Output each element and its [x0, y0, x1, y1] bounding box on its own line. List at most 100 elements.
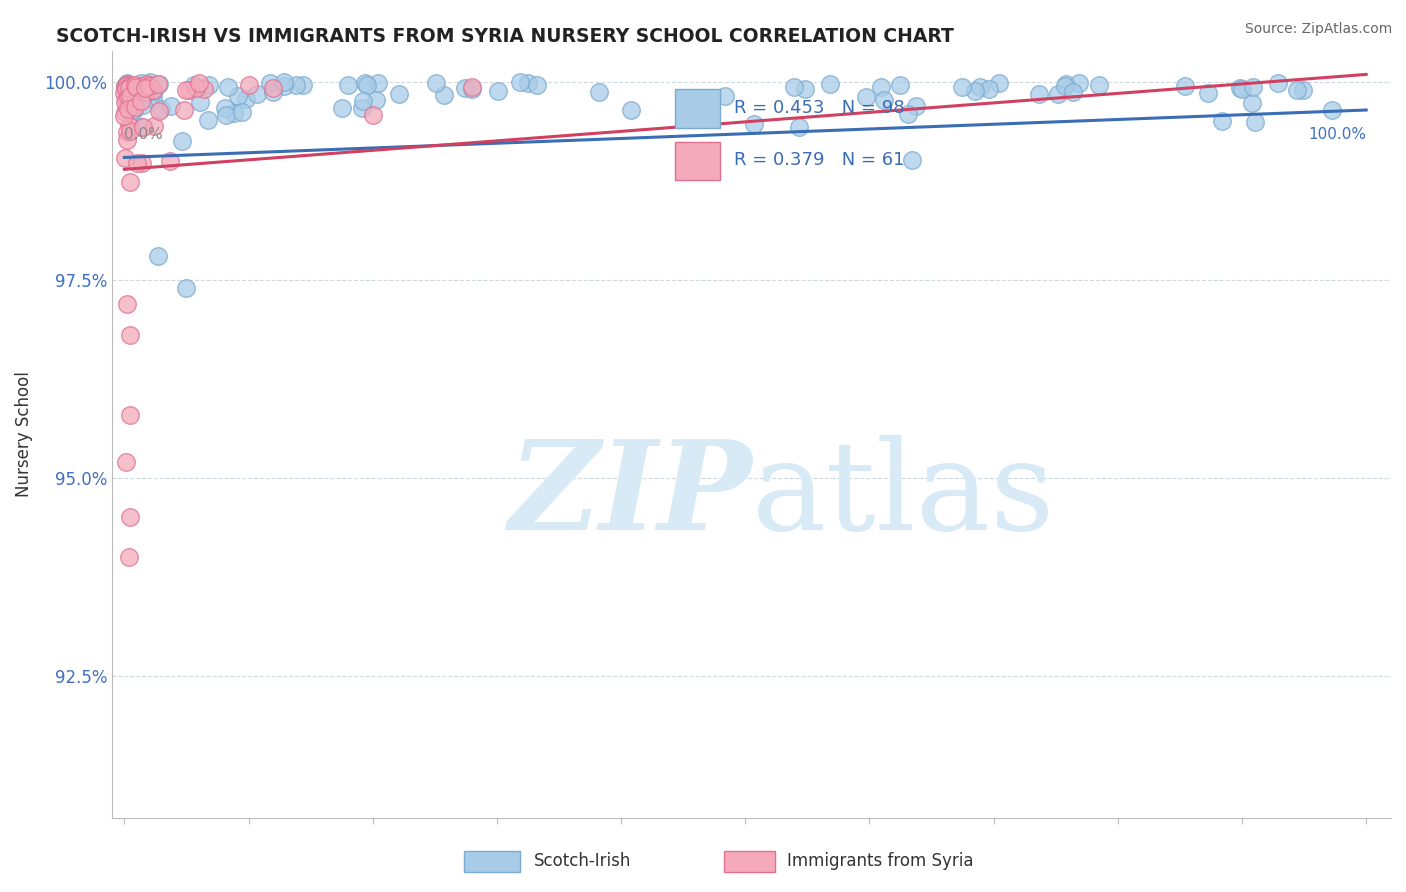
Point: [118, 549, 141, 564]
Point: [120, 510, 142, 524]
Point: [1243, 115, 1265, 129]
Point: [120, 328, 142, 343]
Point: [367, 76, 389, 90]
Point: [1053, 78, 1076, 93]
Point: [235, 92, 257, 106]
Point: [159, 99, 181, 113]
Point: [176, 281, 198, 295]
Point: [818, 77, 841, 91]
Point: [1241, 96, 1264, 111]
Point: [176, 83, 198, 97]
Point: [1285, 82, 1308, 96]
Point: [215, 108, 238, 122]
Point: [129, 78, 152, 93]
Point: [114, 109, 136, 123]
Point: [889, 78, 911, 93]
Point: [238, 78, 260, 93]
Point: [273, 78, 295, 93]
Point: [1054, 78, 1077, 92]
Point: [138, 79, 160, 94]
Point: [183, 78, 205, 93]
Point: [115, 81, 138, 95]
Point: [136, 78, 159, 92]
Point: [905, 98, 928, 112]
Point: [117, 89, 139, 103]
Point: [114, 80, 136, 95]
Point: [873, 93, 896, 107]
Point: [124, 78, 146, 92]
Point: [114, 95, 136, 109]
Point: [291, 78, 314, 92]
Text: atlas: atlas: [751, 435, 1054, 557]
Point: [115, 91, 138, 105]
Point: [1292, 83, 1315, 97]
Point: [516, 76, 538, 90]
Y-axis label: Nursery School: Nursery School: [15, 371, 32, 497]
Point: [1229, 81, 1251, 95]
Point: [120, 124, 142, 138]
Point: [433, 87, 456, 102]
Point: [118, 80, 141, 95]
Point: [620, 103, 643, 118]
Point: [143, 84, 166, 98]
Point: [214, 101, 236, 115]
Point: [125, 80, 148, 95]
Point: [117, 92, 139, 106]
Point: [118, 408, 141, 422]
Point: [965, 84, 987, 98]
Point: [509, 75, 531, 89]
Point: [336, 78, 359, 92]
Point: [134, 80, 156, 95]
Point: [1062, 85, 1084, 99]
Point: [222, 106, 245, 120]
Point: [869, 80, 891, 95]
Point: [977, 82, 1000, 96]
Point: [115, 76, 138, 90]
Point: [690, 108, 713, 122]
Point: [118, 78, 141, 93]
Point: [115, 297, 138, 311]
Point: [118, 119, 141, 133]
Point: [114, 151, 136, 165]
Point: [179, 83, 201, 97]
Point: [461, 82, 484, 96]
Point: [186, 81, 208, 95]
Point: [486, 84, 509, 98]
Point: [361, 108, 384, 122]
Point: [897, 107, 920, 121]
Point: [134, 84, 156, 98]
Point: [135, 85, 157, 99]
Point: [143, 120, 166, 134]
Point: [1028, 87, 1050, 101]
Point: [1088, 78, 1111, 92]
Point: [901, 153, 924, 167]
Point: [118, 78, 141, 93]
Point: [114, 86, 136, 100]
Point: [262, 85, 284, 99]
Point: [115, 78, 138, 92]
Point: [1232, 82, 1254, 96]
Point: [197, 113, 219, 128]
Point: [120, 89, 142, 103]
Point: [1267, 76, 1289, 90]
Point: [114, 78, 136, 93]
Point: [425, 76, 447, 90]
Point: [330, 102, 353, 116]
Point: [188, 95, 211, 110]
Point: [988, 77, 1011, 91]
Point: [1211, 113, 1233, 128]
Point: [114, 104, 136, 119]
Point: [231, 104, 253, 119]
Point: [454, 80, 477, 95]
Point: [588, 85, 610, 99]
Point: [461, 80, 484, 95]
Point: [198, 78, 221, 93]
Point: [149, 102, 172, 116]
Point: [226, 88, 249, 103]
Point: [136, 78, 159, 92]
Point: [1046, 87, 1069, 102]
Point: [129, 94, 152, 108]
Point: [117, 87, 139, 102]
Point: [1197, 87, 1219, 101]
Point: [352, 102, 374, 116]
